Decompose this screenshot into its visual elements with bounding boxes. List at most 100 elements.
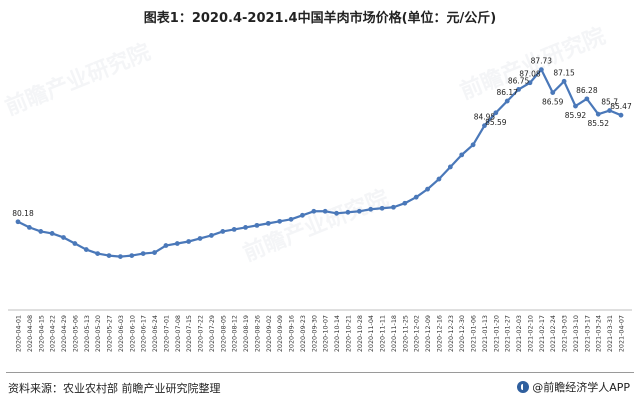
data-label: 85.92 [565,111,587,120]
data-point [95,251,101,256]
data-label: 86.17 [496,88,518,97]
data-point [220,229,226,234]
x-tick-label: 2020-12-30 [458,315,466,352]
x-tick-label: 2020-05-20 [94,315,102,352]
data-point [72,241,78,246]
data-point [345,209,351,215]
data-label: 87.15 [553,68,575,77]
data-point [152,250,157,255]
x-tick-label: 2020-04-08 [26,315,34,352]
data-point [573,103,578,109]
data-point [26,224,32,230]
x-tick-label: 2020-06-03 [117,315,125,352]
x-tick-label: 2021-03-03 [561,315,569,352]
x-tick-label: 2021-02-10 [526,315,534,352]
data-label: 86.59 [542,98,564,107]
data-point [231,227,237,232]
data-point [391,204,396,210]
x-tick-label: 2020-04-15 [37,315,45,352]
x-tick-label: 2020-10-21 [344,315,352,352]
x-tick-label: 2021-02-17 [538,315,546,352]
data-point [15,219,21,225]
data-point [243,224,248,230]
data-label: 84.95 [474,113,496,122]
source-note: 资料来源：农业农村部 前瞻产业研究院整理 [8,382,221,395]
x-tick-label: 2020-10-28 [356,315,364,352]
x-tick-label: 2020-04-01 [15,315,23,352]
data-label: 87.73 [531,57,553,66]
x-tick-label: 2020-08-19 [242,315,250,352]
data-point [425,186,430,192]
x-tick-label: 2020-10-14 [333,315,341,352]
brand-credit: @前瞻经济学人APP [517,379,630,395]
data-label: 85.59 [485,118,507,127]
x-tick-label: 2020-12-16 [435,315,443,352]
x-tick-label: 2021-03-17 [583,315,591,352]
brand-text: @前瞻经济学人APP [532,381,630,394]
x-tick-label: 2020-06-24 [151,315,159,352]
data-point [254,222,260,228]
data-point [402,200,408,206]
x-tick-label: 2020-11-11 [379,315,387,352]
x-tick-label: 2020-09-23 [299,315,307,352]
x-tick-label: 2021-02-24 [549,315,557,352]
data-label: 86.28 [576,86,598,95]
x-tick-label: 2020-07-01 [162,315,170,352]
x-tick-label: 2020-04-22 [49,315,57,352]
data-point [550,90,556,96]
x-tick-label: 2020-12-09 [424,315,432,352]
x-tick-label: 2020-11-25 [401,315,409,352]
x-tick-label: 2020-08-26 [253,315,261,352]
x-tick-label: 2020-11-18 [390,315,398,352]
x-tick-label: 2020-09-09 [276,315,284,352]
data-point [311,208,317,214]
data-point [83,247,89,252]
x-tick-label: 2021-03-10 [572,315,580,352]
data-point [493,110,499,116]
x-tick-label: 2020-05-06 [71,315,79,352]
x-tick-label: 2021-01-27 [504,315,512,352]
x-tick-label: 2021-03-24 [595,315,603,352]
x-tick-label: 2020-09-30 [310,315,318,352]
x-tick-label: 2020-08-05 [219,315,227,352]
data-label: 80.18 [12,209,34,218]
data-point [527,80,533,86]
x-tick-label: 2021-01-06 [470,315,478,352]
data-point [277,218,283,224]
data-label: 86.75 [508,76,530,85]
footer-divider [6,372,634,373]
data-point [504,98,510,104]
data-point [288,216,294,222]
x-tick-label: 2020-09-02 [265,315,273,352]
x-tick-label: 2020-11-04 [367,315,375,352]
data-point [459,152,465,158]
data-point [106,253,112,259]
x-tick-label: 2020-07-22 [197,315,205,352]
x-tick-label: 2021-03-31 [606,315,614,352]
x-tick-label: 2020-07-15 [185,315,193,352]
x-tick-label: 2020-04-29 [60,315,68,352]
data-point [129,253,135,259]
x-tick-label: 2020-08-12 [231,315,239,352]
data-label: 87.08 [519,70,541,79]
data-label: 85.7 [601,98,618,107]
data-point [117,254,123,260]
series-line [16,68,623,258]
data-point [209,233,214,238]
data-label: 85.47 [610,102,632,111]
data-point [482,123,487,129]
data-point [379,205,385,211]
x-tick-label: 2021-02-03 [515,315,523,352]
x-tick-label: 2020-12-23 [447,315,455,352]
data-point [516,86,522,92]
x-tick-label: 2021-04-07 [618,315,626,352]
brand-logo-icon [517,381,530,393]
x-tick-label: 2020-06-17 [140,315,148,352]
data-point [334,210,339,216]
data-point [186,239,192,244]
data-point [595,111,601,117]
x-tick-label: 2021-01-20 [492,315,500,352]
data-point [300,212,305,218]
data-label: 85.52 [588,119,610,128]
